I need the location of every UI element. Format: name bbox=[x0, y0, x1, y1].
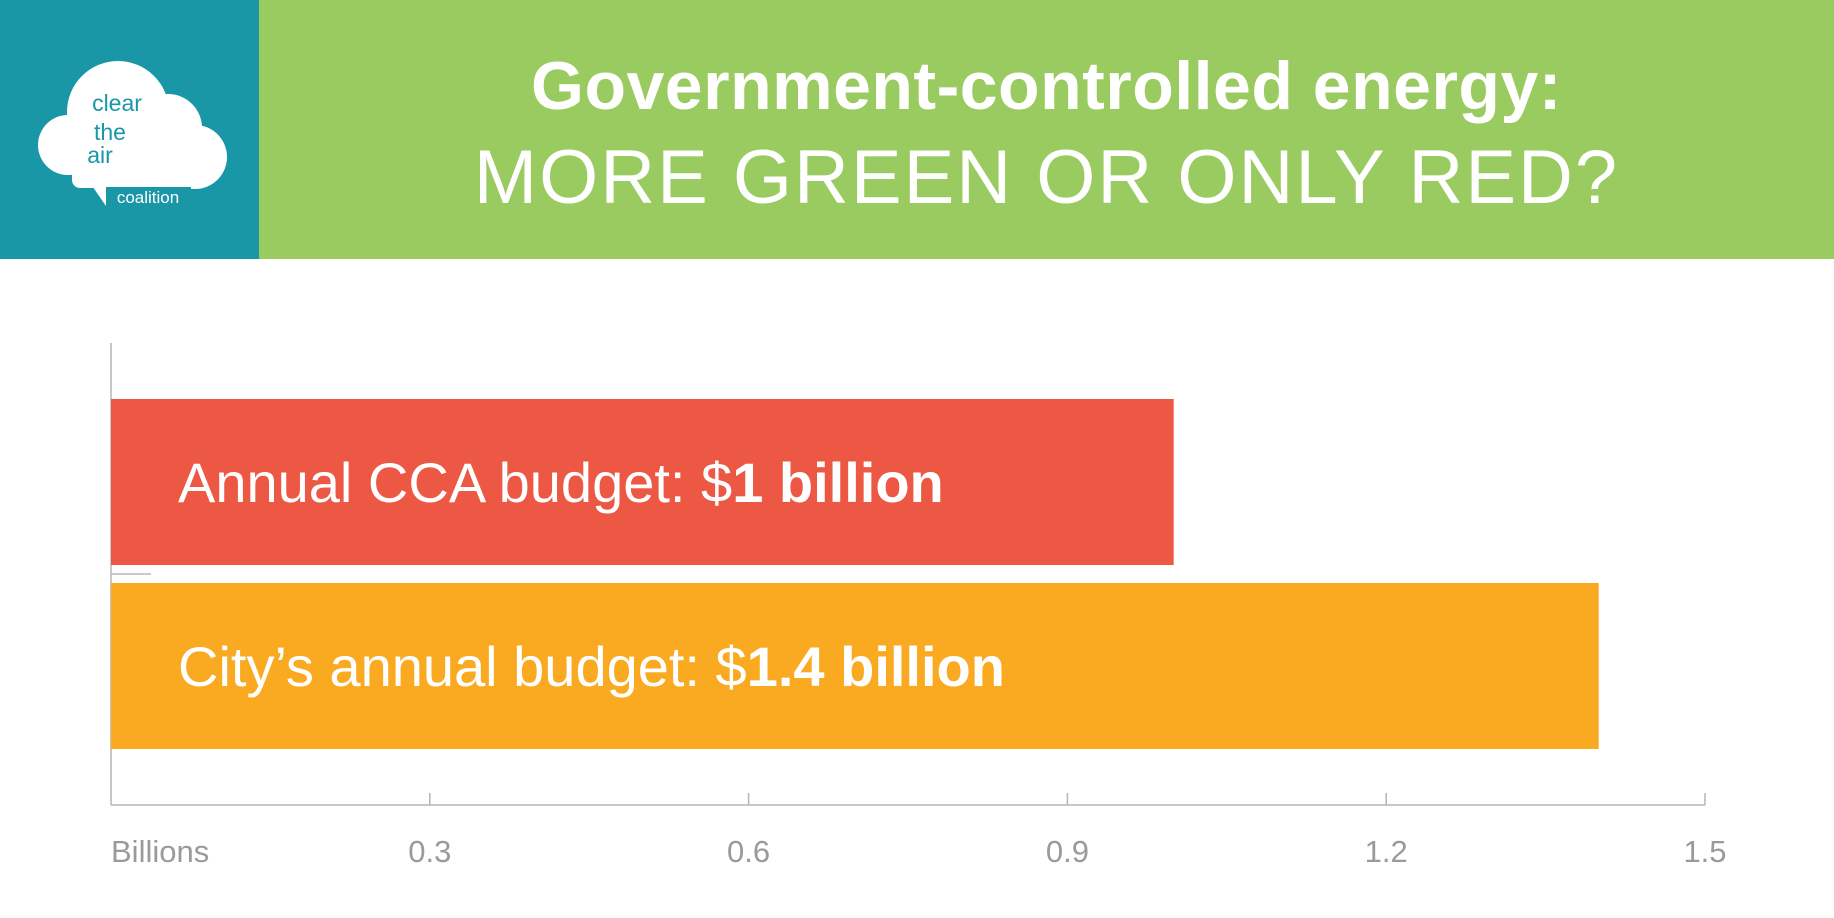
logo-word-clear: clear bbox=[92, 90, 142, 116]
x-tick-label-0: 0.3 bbox=[408, 834, 451, 869]
logo-word-coalition: coalition bbox=[117, 188, 179, 207]
x-tick-label-2: 0.9 bbox=[1046, 834, 1089, 869]
bar-0 bbox=[111, 399, 1174, 565]
budget-bar-chart: Annual CCA budget: $1 billion City’s annu… bbox=[110, 343, 1727, 869]
header-banner bbox=[0, 0, 1834, 259]
x-tick-label-3: 1.2 bbox=[1365, 834, 1408, 869]
logo-word-the: the bbox=[94, 119, 126, 145]
bar-label-1: City’s annual budget: $1.4 billion bbox=[178, 635, 1005, 698]
logo: clear the air coalition bbox=[0, 0, 259, 259]
x-tick-label-4: 1.5 bbox=[1683, 834, 1726, 869]
page-title: Government-controlled energy: bbox=[531, 47, 1562, 124]
cloud-logo-icon: clear the air coalition bbox=[38, 61, 227, 207]
page-subtitle: MORE GREEN OR ONLY RED? bbox=[473, 134, 1620, 220]
bar-1 bbox=[111, 583, 1599, 749]
logo-word-air: air bbox=[87, 142, 113, 168]
bar-label-0: Annual CCA budget: $1 billion bbox=[178, 451, 944, 514]
x-tick-label-1: 0.6 bbox=[727, 834, 770, 869]
headline: Government-controlled energy: MORE GREEN… bbox=[259, 0, 1834, 259]
x-axis-label: Billions bbox=[111, 834, 209, 869]
